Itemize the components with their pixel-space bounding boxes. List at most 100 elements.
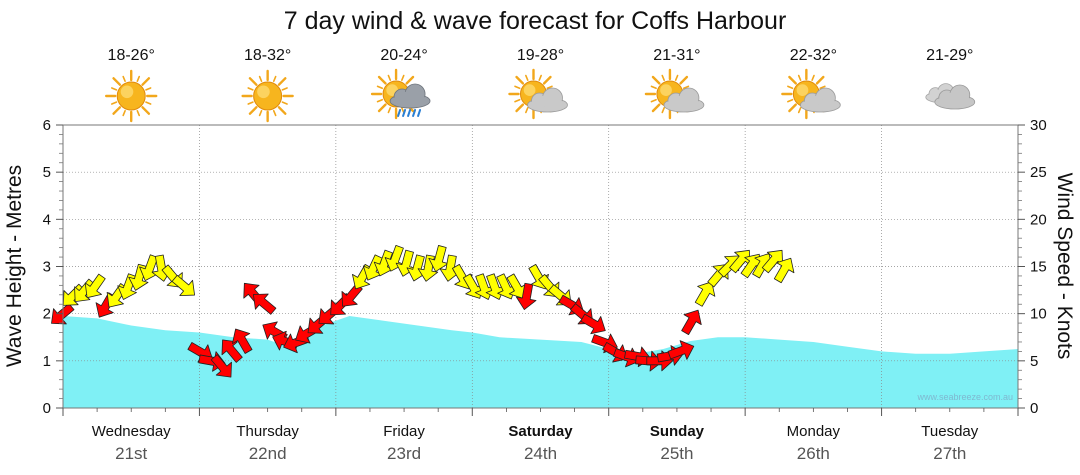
- sun-ray: [514, 98, 521, 103]
- sun-ray: [248, 106, 258, 115]
- sun-ray: [112, 106, 122, 115]
- partly-cloudy-icon: [644, 68, 705, 120]
- day-name-label: Sunday: [650, 423, 705, 440]
- day-temperature-label: 21-29°: [926, 47, 973, 64]
- right-tick-label: 0: [1030, 400, 1038, 417]
- sun-ray: [136, 109, 141, 117]
- day-date-label: 23rd: [387, 444, 421, 463]
- sun-ray: [111, 101, 118, 105]
- sun-ray: [145, 101, 152, 105]
- wind-arrow: [62, 283, 85, 306]
- sun-ray: [272, 75, 277, 83]
- sun-ray: [136, 75, 141, 83]
- day-date-label: 26th: [797, 444, 830, 463]
- sun-ray: [377, 75, 387, 85]
- left-tick-label: 6: [43, 117, 51, 134]
- cloud-shape: [799, 87, 841, 113]
- partly-cloudy-icon: [508, 68, 568, 120]
- sun-ray: [247, 101, 254, 105]
- wind-arrow: [773, 257, 795, 284]
- sun-ray: [682, 85, 690, 90]
- sun-ray: [258, 75, 263, 83]
- raindrop: [412, 109, 417, 117]
- sun-ray: [377, 103, 387, 113]
- cloudy-icon: [925, 83, 976, 110]
- raindrop: [417, 109, 422, 117]
- raindrop: [402, 109, 407, 117]
- sun-ray: [650, 98, 657, 103]
- day-temperature-label: 18-26°: [108, 47, 155, 64]
- sunny-icon: [105, 69, 158, 123]
- sun-ray: [679, 75, 689, 85]
- sun-ray: [525, 74, 529, 81]
- wave-area-layer: [63, 316, 1018, 408]
- sun-ray: [538, 74, 542, 81]
- day-temperature-label: 21-31°: [653, 47, 700, 64]
- day-name-label: Friday: [383, 423, 425, 440]
- sun-highlight: [523, 84, 536, 96]
- sun-ray: [788, 103, 797, 113]
- right-tick-label: 10: [1030, 306, 1047, 323]
- sun-ray: [277, 106, 287, 115]
- sun-highlight: [120, 85, 134, 99]
- sun-ray: [247, 87, 254, 91]
- plot-area: [51, 124, 1019, 409]
- wind-arrow: [74, 278, 96, 302]
- sun-ray: [277, 77, 287, 86]
- day-date-label: 27th: [933, 444, 966, 463]
- wind-arrow: [221, 339, 243, 363]
- wind-arrow-layer: [51, 244, 795, 378]
- wave-height-area: [63, 316, 1018, 408]
- sun-ray: [787, 98, 794, 103]
- right-axis-title: Wind Speed - Knots: [1053, 173, 1076, 360]
- sun-ray: [141, 77, 151, 86]
- sun-ray: [661, 107, 665, 114]
- sun-ray: [651, 103, 661, 113]
- sun-ray: [387, 107, 392, 114]
- day-date-label: 21st: [115, 444, 147, 463]
- sun-ray: [122, 109, 126, 117]
- sun-ray: [514, 85, 521, 90]
- sun-ray: [281, 101, 288, 105]
- wind-arrow: [171, 274, 195, 297]
- wind-arrow: [580, 313, 606, 335]
- day-temperature-label: 18-32°: [244, 47, 291, 64]
- sun-ray: [650, 85, 657, 90]
- sun-ray: [811, 74, 815, 81]
- day-temperature-label: 19-28°: [517, 47, 564, 64]
- sun-ray: [815, 75, 825, 85]
- sun-ray: [376, 98, 384, 103]
- sun-ray: [111, 87, 118, 91]
- sun-ray: [788, 75, 797, 85]
- left-tick-label: 2: [43, 306, 51, 323]
- sun-ray: [797, 107, 802, 114]
- day-name-label: Saturday: [508, 423, 573, 440]
- sun-ray: [515, 103, 525, 113]
- sun-ray: [145, 87, 152, 91]
- left-axis-title: Wave Height - Metres: [3, 165, 26, 367]
- sun-ray: [542, 75, 552, 85]
- wind-arrow: [506, 273, 527, 299]
- day-name-label: Monday: [787, 423, 841, 440]
- wind-arrow: [210, 354, 232, 378]
- sun-ray: [651, 75, 661, 85]
- day-temperature-label: 22-32°: [790, 47, 837, 64]
- cloud-shape: [527, 87, 568, 113]
- sun-ray: [515, 75, 525, 85]
- sun-ray: [272, 109, 277, 117]
- sun-ray: [797, 74, 802, 81]
- sun-ray: [405, 75, 415, 85]
- wind-arrow: [232, 328, 253, 354]
- sun-ray: [248, 77, 258, 86]
- grid-layer: [63, 125, 1018, 408]
- chart-title: 7 day wind & wave forecast for Coffs Har…: [284, 7, 787, 35]
- left-tick-label: 3: [43, 259, 51, 276]
- sun-ray: [787, 85, 794, 90]
- day-temperature-label: 20-24°: [380, 47, 427, 64]
- sun-ray: [281, 87, 288, 91]
- wind-arrow: [362, 254, 383, 281]
- day-name-label: Thursday: [236, 423, 299, 440]
- left-tick-label: 4: [43, 211, 51, 228]
- sun-ray: [525, 107, 529, 114]
